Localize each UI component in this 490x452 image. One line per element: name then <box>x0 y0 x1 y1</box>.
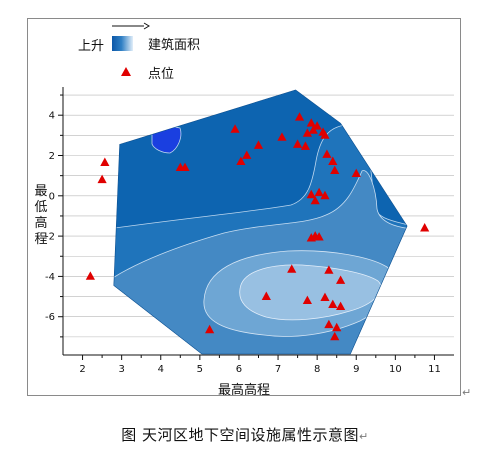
y-axis-label-char: 低 <box>34 200 47 215</box>
x-tick-label: 5 <box>197 364 203 375</box>
contour-scatter-chart: 上升 建筑面积 点位 2 3 4 5 6 7 8 9 10 11 -6- <box>34 22 454 395</box>
data-point <box>336 275 346 284</box>
legend-scatter-name: 点位 <box>148 67 174 82</box>
data-point <box>320 130 330 139</box>
data-point <box>97 174 107 184</box>
scatter-points <box>85 112 430 341</box>
data-point <box>293 139 303 148</box>
data-point <box>242 150 252 159</box>
caption-text: 图 天河区地下空间设施属性示意图 <box>121 426 360 444</box>
data-point <box>314 232 324 241</box>
data-point <box>306 118 316 127</box>
contour-fills <box>113 90 408 354</box>
data-point <box>205 324 215 334</box>
data-point <box>332 322 342 332</box>
x-tick-label: 10 <box>389 364 402 375</box>
data-point <box>85 271 95 280</box>
data-point <box>312 121 322 130</box>
data-point <box>322 149 332 158</box>
data-point <box>300 141 311 150</box>
data-point <box>100 157 110 166</box>
data-point <box>230 124 240 133</box>
x-tick-label: 6 <box>236 364 242 375</box>
data-point <box>180 162 190 171</box>
data-point <box>330 165 340 175</box>
legend-arrow-head-icon <box>143 22 150 30</box>
data-point <box>320 190 330 200</box>
y-axis-label-char: 程 <box>34 232 47 247</box>
legend: 上升 建筑面积 点位 <box>78 22 200 82</box>
y-tick-label: 4 <box>49 111 55 122</box>
axes: 2 3 4 5 6 7 8 9 10 11 -6 -4 -2 0 2 4 <box>45 87 454 375</box>
contour-hull-outline <box>113 89 408 355</box>
x-tick-label: 9 <box>353 364 359 375</box>
y-tick-label: -6 <box>45 312 55 323</box>
y-axis-label-char: 高 <box>34 215 47 231</box>
legend-gradient-swatch <box>112 36 133 51</box>
data-point <box>236 156 246 165</box>
x-tick-label: 2 <box>79 364 85 375</box>
data-point <box>336 301 346 311</box>
y-ticks: -6 -4 -2 0 2 4 <box>45 94 63 338</box>
data-point <box>302 295 312 304</box>
data-point <box>310 195 320 205</box>
legend-contour-name: 建筑面积 <box>148 37 200 53</box>
data-point <box>306 189 316 199</box>
caption-return-mark: ↵ <box>359 430 369 443</box>
legend-marker-icon <box>121 67 131 76</box>
data-point <box>324 319 334 329</box>
plot-area <box>63 89 454 355</box>
y-tick-label: 0 <box>49 191 55 202</box>
x-tick-label: 3 <box>118 364 124 375</box>
data-point <box>314 187 324 197</box>
data-point <box>420 223 430 232</box>
data-point <box>253 140 264 149</box>
y-axis-label-char: 最 <box>34 184 47 199</box>
figure-caption: 图 天河区地下空间设施属性示意图↵ <box>0 424 490 445</box>
frame-return-mark: ↵ <box>462 386 472 399</box>
data-point <box>287 264 297 273</box>
x-axis-label: 最高高程 <box>218 382 270 395</box>
data-point <box>328 156 338 165</box>
x-tick-label: 4 <box>158 364 164 375</box>
data-point <box>302 128 312 137</box>
x-tick-label: 11 <box>428 364 441 375</box>
legend-rising-label: 上升 <box>78 39 104 54</box>
x-ticks: 2 3 4 5 6 7 8 9 10 11 <box>79 355 441 375</box>
data-point <box>330 331 340 341</box>
x-tick-label: 8 <box>314 364 320 375</box>
data-point <box>261 291 271 300</box>
figure-frame: 上升 建筑面积 点位 2 3 4 5 6 7 8 9 10 11 -6- <box>27 18 461 396</box>
y-tick-label: 2 <box>49 151 55 162</box>
y-tick-label: -4 <box>45 272 55 283</box>
data-point <box>277 132 287 141</box>
data-point <box>324 265 334 274</box>
data-point <box>351 168 361 178</box>
y-tick-label: -2 <box>45 232 55 243</box>
data-point <box>328 299 338 309</box>
x-tick-label: 7 <box>275 364 281 375</box>
data-point <box>294 112 305 121</box>
data-point <box>320 292 330 301</box>
